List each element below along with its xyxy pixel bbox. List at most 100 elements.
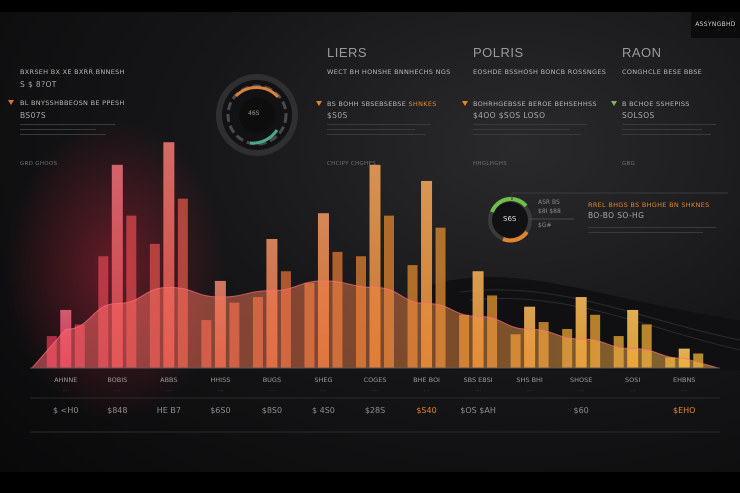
panel-lines [622, 124, 716, 139]
x-tick-label: BUGS [262, 376, 282, 384]
x-tick-dots: ···· [423, 388, 430, 394]
bar-highlight [627, 309, 639, 368]
x-axis-column: SHS BHI ···· [512, 376, 548, 406]
panel-value: $S0S [327, 111, 348, 120]
top-bar [0, 0, 740, 12]
x-axis-column: SHEG ···· $ 4S0 [305, 376, 341, 415]
bar-highlight [421, 180, 433, 368]
left-panel-subvalue: BS07S [20, 111, 47, 120]
overlay-area [32, 280, 718, 368]
x-tick-dots: ···· [371, 388, 379, 394]
x-column-value: $28S [364, 406, 386, 415]
panel-subtitle: CONGHCLE BESE BBSE [622, 68, 703, 76]
x-axis-column: BOBIS ···· $848 [99, 376, 135, 415]
companion-bar [126, 215, 137, 368]
x-tick-dots: ···· [114, 388, 121, 394]
x-axis-column: EHBNS ···· $EHO [666, 376, 702, 415]
callout-lines [588, 227, 716, 237]
x-tick-label: SBS EBSI [463, 376, 493, 384]
bar-highlight [575, 297, 587, 368]
panel-footer: HHGLHGHS [473, 161, 508, 167]
callout-label-mid: $8I $88 [538, 208, 561, 215]
panel-title: LIERS [327, 45, 368, 60]
callout-title: RREL BHGS BS BHGHE BN SHKNES [588, 201, 710, 209]
panel-lines [473, 124, 587, 139]
panel-footer: CHCIPY CHGHES [327, 161, 376, 167]
panel-label: BOHRHGEBSSE BEROE BEHSEHHSS [473, 100, 597, 108]
x-tick-label: BHE BOI [413, 376, 440, 384]
x-tick-label: BOBIS [107, 376, 128, 384]
x-column-value: $EHO [672, 406, 696, 415]
x-column-value: $6S0 [210, 406, 231, 415]
x-tick-label: SHS BHI [516, 376, 543, 384]
bar-highlight [369, 164, 381, 368]
x-tick-label: EHBNS [672, 376, 696, 384]
corner-menu-button[interactable]: ASSYNGBHD [691, 12, 740, 38]
top-gauge-value: 46S [248, 110, 260, 117]
x-tick-label: SHEG [314, 376, 333, 384]
left-panel-lines [20, 124, 115, 139]
companion-bar [435, 227, 446, 368]
callout-gauge-value: S6S [503, 215, 517, 223]
panel-marker-icon [462, 101, 468, 106]
left-panel-footer: GRD GHOOS [20, 161, 58, 167]
panel-value: $4OO $SOS LOSO [473, 111, 546, 120]
panel-subtitle: WECT BH HONSHE BNNHECHS NGS [327, 68, 451, 76]
x-tick-dots: ···· [217, 388, 224, 394]
left-panel-value: S $ 8?OT [20, 80, 57, 89]
x-column-value: $ <H0 [53, 406, 79, 415]
x-axis-column: BUGS ···· $8S0 [254, 376, 290, 415]
callout-gauge [488, 196, 574, 243]
panel-subtitle: EOSHDE BSSHOSH BONCB ROSSNGES [473, 68, 607, 76]
x-tick-dots: ···· [474, 388, 482, 394]
x-axis-column: AHNNE ···· $ <H0 [48, 376, 84, 415]
panel-label: BS BOHH SBSEBSEBSE SHNKES [327, 100, 437, 108]
x-column-value: $8S0 [261, 406, 283, 415]
x-axis-column: ABBS ···· HE B7 [151, 376, 187, 415]
x-tick-dots: ···· [165, 388, 173, 394]
panel-lines [327, 124, 431, 139]
panel-marker-icon [611, 101, 617, 106]
x-column-value: $S40 [416, 406, 437, 415]
companion-bar [177, 198, 188, 368]
panel-footer: GBG [622, 161, 636, 167]
x-tick-label: COGES [363, 376, 387, 384]
x-tick-dots: ···· [268, 388, 276, 394]
left-panel-marker-icon [8, 100, 14, 105]
x-tick-dots: ···· [320, 388, 327, 394]
x-tick-dots: ···· [681, 388, 688, 394]
panel-title: RAON [622, 45, 662, 60]
x-tick-dots: ···· [526, 388, 533, 394]
x-column-value: HE B7 [156, 406, 181, 415]
overlay-line [31, 280, 719, 369]
x-tick-dots: ···· [62, 388, 69, 394]
x-column-value: $60 [573, 406, 589, 415]
bar-highlight [111, 164, 123, 368]
companion-bar [641, 324, 652, 368]
x-column-value: $848 [107, 406, 128, 415]
x-tick-label: SOSI [625, 376, 641, 384]
panel-title: POLRIS [473, 45, 524, 60]
companion-bar [693, 353, 704, 368]
panel-label: B BCHOE SSHEPISS [622, 100, 690, 108]
left-panel-header: BXRSEH BX XE BXRR BNNESH [20, 68, 125, 76]
panel-marker-icon [316, 101, 322, 106]
x-tick-label: SHOSE [569, 376, 593, 384]
x-tick-label: ABBS [160, 376, 178, 384]
bar-highlight [163, 142, 175, 368]
callout-label-top: ASR BS [538, 199, 560, 206]
panel-value: SOLSOS [622, 111, 655, 120]
bottom-bar [0, 472, 740, 493]
callout-value: BO-BO SO-HG [588, 211, 645, 220]
x-column-value: $OS $AH [460, 406, 496, 415]
x-tick-label: HHISS [210, 376, 231, 384]
x-axis-column: BHE BOI ···· $S40 [409, 376, 445, 415]
x-axis-column: COGES ···· $28S [357, 376, 393, 415]
top-gauge [216, 74, 298, 156]
callout-label-bot: $G# [538, 222, 552, 229]
x-tick-dots: ···· [629, 388, 636, 394]
x-axis-column: SBS EBSI ···· $OS $AH [460, 376, 496, 415]
x-axis-column: SHOSE ···· $60 [563, 376, 599, 415]
x-column-value: $ 4S0 [312, 406, 335, 415]
